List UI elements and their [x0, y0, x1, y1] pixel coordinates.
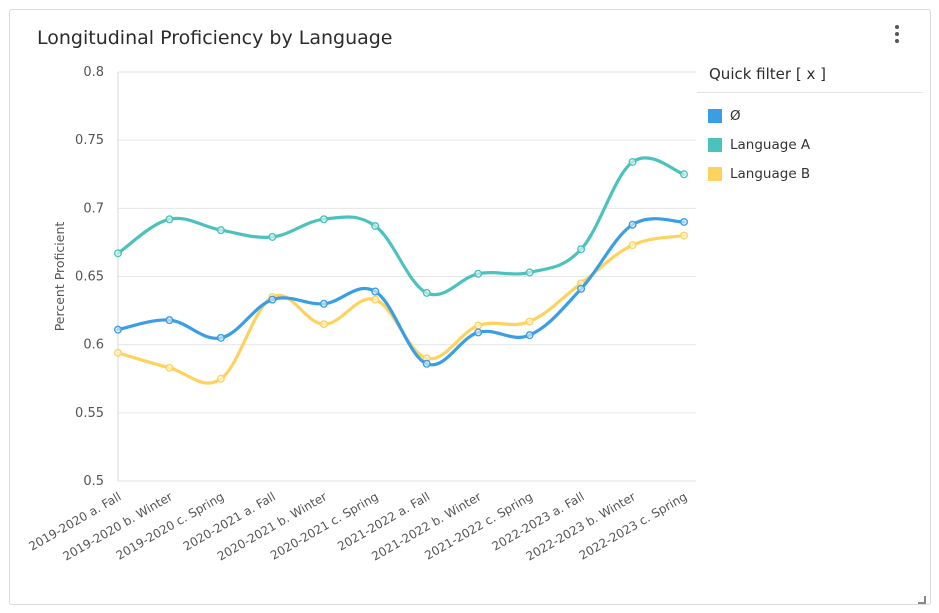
legend-panel: Quick filter [ x ] Ø Language A Language B: [697, 60, 923, 188]
y-tick-label: 0.55: [75, 406, 104, 421]
data-point: [680, 217, 689, 226]
data-point: [319, 320, 328, 329]
y-tick-label: 0.6: [83, 338, 104, 353]
series-line: [116, 156, 686, 297]
data-point: [577, 245, 586, 254]
data-point: [628, 157, 637, 166]
y-tick-label: 0.8: [83, 65, 104, 80]
data-point: [422, 288, 431, 297]
data-point: [165, 215, 174, 224]
data-point: [216, 226, 225, 235]
legend-item[interactable]: Language B: [697, 159, 923, 188]
chart-title: Longitudinal Proficiency by Language: [37, 27, 393, 49]
legend-item[interactable]: Ø: [697, 101, 923, 130]
data-point: [680, 170, 689, 179]
data-point: [474, 269, 483, 278]
data-point: [422, 359, 431, 368]
data-point: [165, 316, 174, 325]
data-point: [216, 374, 225, 383]
data-point: [268, 295, 277, 304]
resize-handle-icon[interactable]: [918, 596, 926, 604]
series-line: [116, 234, 686, 385]
data-point: [268, 232, 277, 241]
legend-swatch-icon: [708, 137, 722, 152]
data-point: [319, 299, 328, 308]
legend-item[interactable]: Language A: [697, 130, 923, 159]
legend-label: Ø: [730, 107, 741, 124]
data-point: [628, 241, 637, 250]
data-point: [577, 284, 586, 293]
data-point: [165, 363, 174, 372]
chart-card: [9, 9, 931, 605]
y-tick-label: 0.5: [83, 474, 104, 489]
kebab-menu-icon[interactable]: [890, 23, 904, 47]
legend-label: Language B: [730, 165, 811, 182]
quick-filter-clear-button[interactable]: Quick filter [ x ]: [697, 60, 923, 93]
series-line: [116, 217, 686, 367]
data-point: [525, 331, 534, 340]
legend-swatch-icon: [708, 166, 722, 181]
data-point: [474, 328, 483, 337]
data-point: [371, 287, 380, 296]
data-point: [474, 321, 483, 330]
legend-label: Language A: [730, 136, 811, 153]
data-point: [371, 222, 380, 231]
legend-swatch-icon: [708, 108, 722, 123]
data-point: [216, 333, 225, 342]
data-point: [525, 268, 534, 277]
y-axis-title: Percent Proficient: [52, 222, 67, 332]
data-point: [525, 317, 534, 326]
y-tick-label: 0.7: [83, 201, 104, 216]
data-point: [319, 215, 328, 224]
data-point: [680, 231, 689, 240]
y-tick-label: 0.75: [75, 133, 104, 148]
legend-list: Ø Language A Language B: [697, 93, 923, 188]
data-point: [628, 220, 637, 229]
data-point: [113, 325, 122, 334]
data-point: [113, 348, 122, 357]
data-point: [113, 249, 122, 258]
y-tick-label: 0.65: [75, 270, 104, 285]
data-point: [371, 295, 380, 304]
